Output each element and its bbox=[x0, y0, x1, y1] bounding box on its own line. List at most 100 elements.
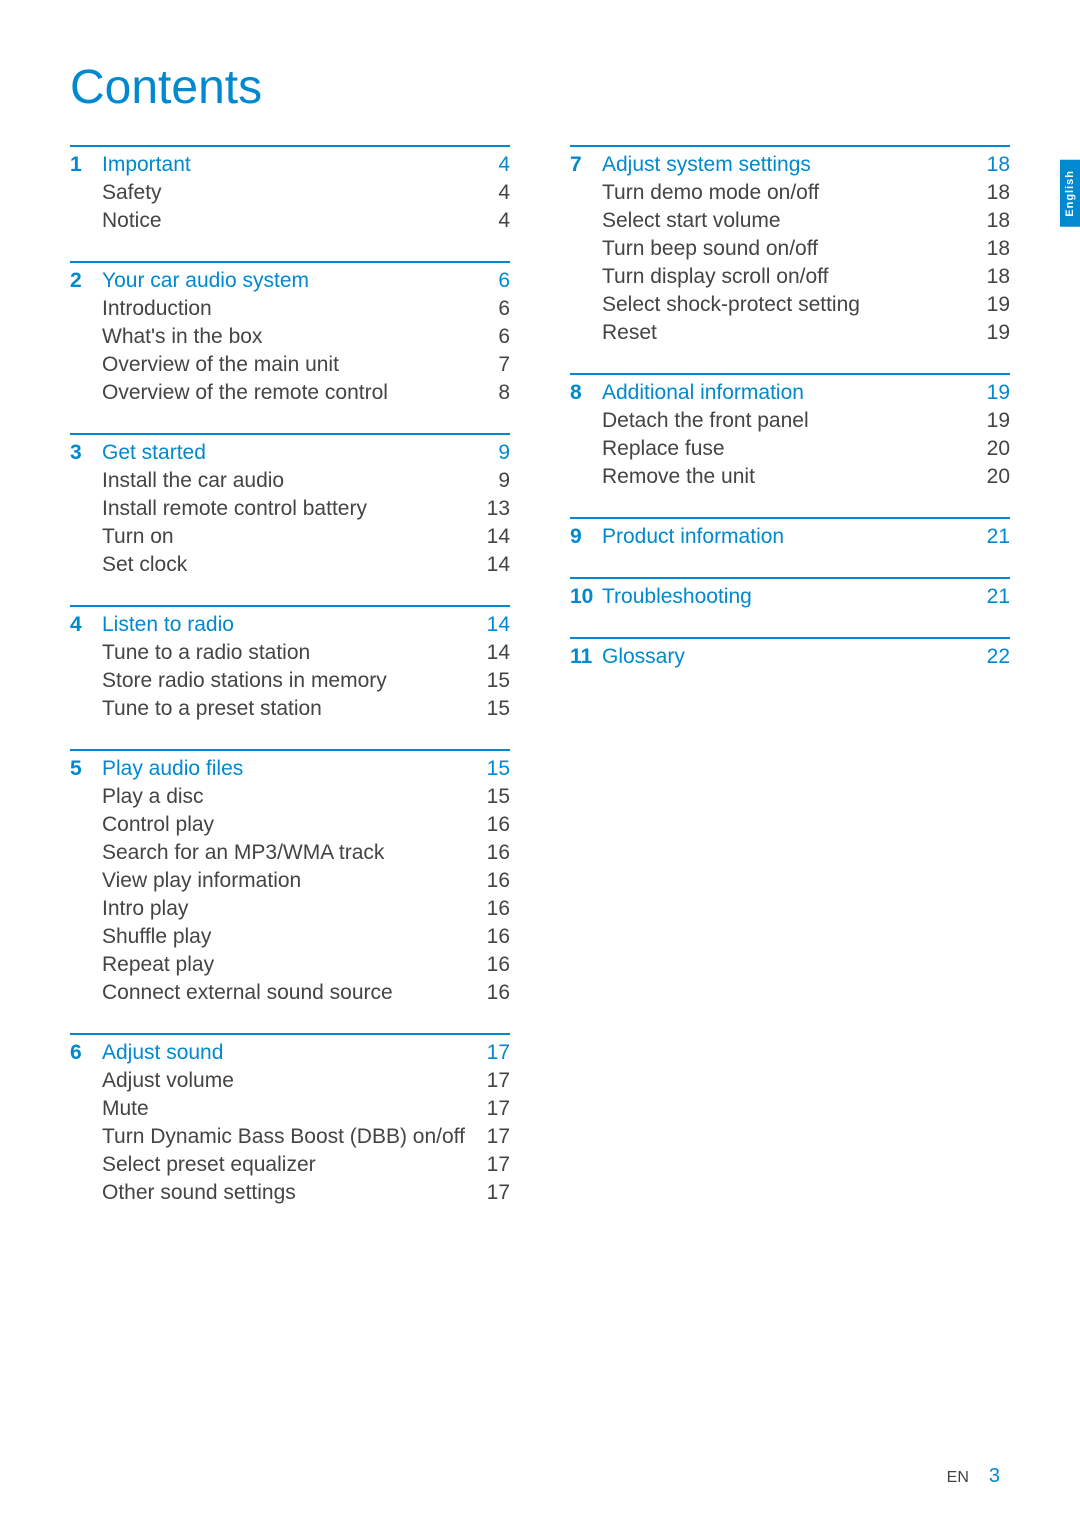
toc-section-header[interactable]: 10Troubleshooting21 bbox=[570, 585, 1010, 609]
toc-subsection-page: 16 bbox=[480, 813, 510, 837]
toc-subsection[interactable]: Install remote control battery13 bbox=[70, 497, 510, 521]
toc-subsection[interactable]: Play a disc15 bbox=[70, 785, 510, 809]
toc-subsection-title: Tune to a preset station bbox=[102, 697, 480, 721]
toc-section-title: Adjust system settings bbox=[602, 153, 980, 177]
toc-subsection[interactable]: Connect external sound source16 bbox=[70, 981, 510, 1005]
toc-section-title: Additional information bbox=[602, 381, 980, 405]
toc-section-page: 21 bbox=[980, 525, 1010, 549]
toc-section-page: 4 bbox=[480, 153, 510, 177]
toc-section: 6Adjust sound17 Adjust volume17 Mute17 Turn… bbox=[70, 1033, 510, 1205]
toc-subsection[interactable]: View play information16 bbox=[70, 869, 510, 893]
toc-subsection[interactable]: Introduction6 bbox=[70, 297, 510, 321]
toc-section-header[interactable]: 8Additional information19 bbox=[570, 381, 1010, 405]
toc-subsection[interactable]: Shuffle play16 bbox=[70, 925, 510, 949]
toc-subsection-title: Reset bbox=[602, 321, 980, 345]
toc-subsection-title: Select shock-protect setting bbox=[602, 293, 980, 317]
toc-subsection[interactable]: Intro play16 bbox=[70, 897, 510, 921]
toc-subsection[interactable]: Tune to a radio station14 bbox=[70, 641, 510, 665]
toc-subsection-page: 16 bbox=[480, 869, 510, 893]
toc-subsection[interactable]: Mute17 bbox=[70, 1097, 510, 1121]
toc-section-number: 10 bbox=[570, 585, 602, 609]
toc-subsection-page: 4 bbox=[480, 209, 510, 233]
toc-subsection[interactable]: Turn beep sound on/off18 bbox=[570, 237, 1010, 261]
toc-section-page: 6 bbox=[480, 269, 510, 293]
toc-subsection[interactable]: Detach the front panel19 bbox=[570, 409, 1010, 433]
toc-subsection-page: 9 bbox=[480, 469, 510, 493]
toc-subsection-page: 17 bbox=[480, 1097, 510, 1121]
toc-subsection[interactable]: Repeat play16 bbox=[70, 953, 510, 977]
toc-subsection-title: Control play bbox=[102, 813, 480, 837]
toc-subsection-page: 16 bbox=[480, 897, 510, 921]
toc-subsection-page: 4 bbox=[480, 181, 510, 205]
toc-section-page: 9 bbox=[480, 441, 510, 465]
toc-section-number: 3 bbox=[70, 441, 102, 465]
toc-subsection-title: Replace fuse bbox=[602, 437, 980, 461]
toc-subsection-title: Tune to a radio station bbox=[102, 641, 480, 665]
toc-subsection[interactable]: Remove the unit20 bbox=[570, 465, 1010, 489]
toc-subsection-page: 20 bbox=[980, 437, 1010, 461]
toc-subsection-page: 18 bbox=[980, 209, 1010, 233]
toc-subsection-title: Search for an MP3/WMA track bbox=[102, 841, 480, 865]
toc-section-header[interactable]: 2Your car audio system6 bbox=[70, 269, 510, 293]
toc-subsection[interactable]: Set clock14 bbox=[70, 553, 510, 577]
toc-subsection-title: View play information bbox=[102, 869, 480, 893]
toc-subsection[interactable]: Turn display scroll on/off18 bbox=[570, 265, 1010, 289]
toc-section-title: Adjust sound bbox=[102, 1041, 480, 1065]
toc-columns: 1Important4Safety4Notice42Your car audio… bbox=[70, 145, 1010, 1233]
toc-subsection-title: Safety bbox=[102, 181, 480, 205]
toc-subsection[interactable]: Select start volume18 bbox=[570, 209, 1010, 233]
toc-section-number: 5 bbox=[70, 757, 102, 781]
toc-section: 5Play audio files15 Play a disc15 Control … bbox=[70, 749, 510, 1005]
toc-section: 2Your car audio system6 Introduction6 What… bbox=[70, 261, 510, 405]
toc-subsection[interactable]: Safety4 bbox=[70, 181, 510, 205]
toc-subsection-title: Other sound settings bbox=[102, 1181, 480, 1205]
toc-section-title: Your car audio system bbox=[102, 269, 480, 293]
toc-subsection[interactable]: Reset19 bbox=[570, 321, 1010, 345]
toc-subsection[interactable]: Notice4 bbox=[70, 209, 510, 233]
toc-subsection-page: 8 bbox=[480, 381, 510, 405]
toc-subsection[interactable]: Overview of the remote control8 bbox=[70, 381, 510, 405]
toc-section-page: 17 bbox=[480, 1041, 510, 1065]
toc-subsection-title: Overview of the remote control bbox=[102, 381, 480, 405]
toc-subsection[interactable]: Store radio stations in memory15 bbox=[70, 669, 510, 693]
toc-subsection[interactable]: Search for an MP3/WMA track16 bbox=[70, 841, 510, 865]
toc-subsection[interactable]: Replace fuse20 bbox=[570, 437, 1010, 461]
toc-section-title: Important bbox=[102, 153, 480, 177]
toc-section-header[interactable]: 5Play audio files15 bbox=[70, 757, 510, 781]
toc-subsection-title: Detach the front panel bbox=[602, 409, 980, 433]
toc-subsection[interactable]: What's in the box6 bbox=[70, 325, 510, 349]
toc-subsection[interactable]: Adjust volume17 bbox=[70, 1069, 510, 1093]
toc-section-header[interactable]: 3Get started9 bbox=[70, 441, 510, 465]
toc-subsection-page: 6 bbox=[480, 297, 510, 321]
toc-section-header[interactable]: 7Adjust system settings18 bbox=[570, 153, 1010, 177]
toc-subsection[interactable]: Turn on14 bbox=[70, 525, 510, 549]
toc-subsection-page: 20 bbox=[980, 465, 1010, 489]
toc-section-header[interactable]: 11Glossary22 bbox=[570, 645, 1010, 669]
toc-subsection-page: 17 bbox=[480, 1181, 510, 1205]
toc-subsection[interactable]: Turn Dynamic Bass Boost (DBB) on/off17 bbox=[70, 1125, 510, 1149]
toc-subsection-page: 14 bbox=[480, 525, 510, 549]
toc-subsection-page: 16 bbox=[480, 841, 510, 865]
toc-subsection[interactable]: Select shock-protect setting19 bbox=[570, 293, 1010, 317]
toc-right-column: 7Adjust system settings18 Turn demo mode … bbox=[570, 145, 1010, 1233]
toc-subsection[interactable]: Select preset equalizer17 bbox=[70, 1153, 510, 1177]
toc-subsection[interactable]: Turn demo mode on/off18 bbox=[570, 181, 1010, 205]
toc-subsection-page: 16 bbox=[480, 925, 510, 949]
toc-section-header[interactable]: 6Adjust sound17 bbox=[70, 1041, 510, 1065]
toc-subsection[interactable]: Control play16 bbox=[70, 813, 510, 837]
toc-subsection[interactable]: Overview of the main unit7 bbox=[70, 353, 510, 377]
toc-section-header[interactable]: 1Important4 bbox=[70, 153, 510, 177]
toc-subsection-title: Turn demo mode on/off bbox=[602, 181, 980, 205]
toc-subsection[interactable]: Other sound settings17 bbox=[70, 1181, 510, 1205]
page-footer: EN 3 bbox=[947, 1465, 1000, 1488]
toc-subsection-page: 18 bbox=[980, 265, 1010, 289]
toc-subsection[interactable]: Install the car audio9 bbox=[70, 469, 510, 493]
toc-subsection-title: Turn display scroll on/off bbox=[602, 265, 980, 289]
toc-section-header[interactable]: 4Listen to radio14 bbox=[70, 613, 510, 637]
toc-subsection-title: Connect external sound source bbox=[102, 981, 480, 1005]
toc-subsection[interactable]: Tune to a preset station15 bbox=[70, 697, 510, 721]
toc-subsection-title: Introduction bbox=[102, 297, 480, 321]
toc-subsection-title: Install the car audio bbox=[102, 469, 480, 493]
toc-subsection-title: Overview of the main unit bbox=[102, 353, 480, 377]
toc-section-header[interactable]: 9Product information21 bbox=[570, 525, 1010, 549]
